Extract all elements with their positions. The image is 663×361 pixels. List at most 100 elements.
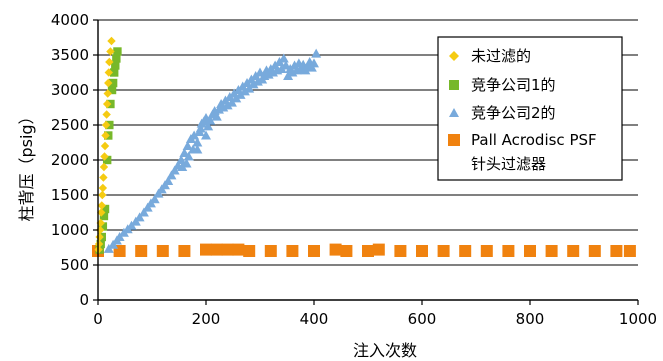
x-tick-label: 0 — [93, 310, 103, 328]
data-point — [195, 123, 206, 133]
data-point — [95, 232, 104, 242]
x-tick-label: 400 — [300, 310, 329, 328]
y-tick-label: 1500 — [51, 186, 89, 204]
y-tick-label: 500 — [60, 256, 89, 274]
series-1 — [94, 36, 116, 254]
data-point — [311, 48, 322, 58]
data-point — [239, 86, 250, 96]
legend-label: Pall Acrodisc PSF — [471, 131, 597, 149]
legend-marker — [448, 134, 460, 146]
data-point — [156, 245, 169, 257]
data-point — [545, 245, 558, 257]
data-point — [211, 111, 222, 121]
x-tick-label: 200 — [192, 310, 221, 328]
data-point — [138, 207, 149, 217]
data-point — [524, 245, 536, 257]
data-point — [111, 61, 120, 70]
data-point — [567, 245, 580, 257]
data-point — [105, 57, 114, 67]
data-point — [100, 141, 110, 151]
data-point — [99, 173, 108, 182]
data-point — [459, 245, 472, 257]
data-point — [110, 68, 119, 77]
y-axis-title: 柱背压（psig） — [17, 108, 36, 221]
legend-marker — [449, 80, 459, 90]
data-point — [95, 225, 105, 235]
data-point — [163, 176, 174, 185]
data-point — [222, 100, 233, 110]
data-point — [102, 110, 111, 119]
data-point — [248, 79, 259, 89]
y-tick-label: 3500 — [51, 46, 89, 64]
axes — [93, 19, 639, 305]
data-point — [102, 99, 112, 109]
data-point — [113, 47, 122, 56]
data-point — [177, 162, 188, 171]
x-axis-title: 注入次数 — [353, 341, 417, 360]
data-point — [98, 222, 108, 231]
data-point — [181, 158, 192, 168]
data-point — [286, 245, 299, 257]
data-point — [104, 78, 113, 88]
legend-label: 竞争公司1的 — [471, 76, 556, 94]
data-point — [169, 165, 180, 175]
data-point — [166, 170, 177, 180]
data-point — [189, 130, 200, 140]
data-point — [101, 120, 111, 130]
data-point — [99, 211, 109, 221]
data-point — [264, 245, 277, 257]
data-point — [232, 243, 245, 256]
data-point — [98, 183, 108, 193]
data-point — [278, 53, 289, 63]
data-point — [149, 194, 160, 204]
y-tick-label: 0 — [79, 291, 89, 309]
data-point — [179, 148, 190, 157]
data-point — [183, 151, 194, 161]
y-tick-label: 3000 — [51, 81, 89, 99]
y-tick-label: 1000 — [51, 221, 89, 239]
series-4 — [92, 243, 636, 257]
data-point — [101, 131, 110, 140]
legend-marker — [449, 51, 459, 61]
data-point — [103, 89, 112, 98]
data-point — [221, 243, 234, 256]
data-point — [588, 245, 601, 257]
data-point — [308, 245, 320, 257]
data-point — [210, 243, 223, 256]
legend-label: 未过滤的 — [471, 47, 531, 65]
y-tick-label: 2000 — [51, 151, 89, 169]
data-point — [502, 245, 515, 257]
data-point — [97, 201, 106, 210]
data-point — [135, 245, 148, 257]
data-point — [104, 68, 113, 77]
data-point — [201, 130, 211, 140]
data-point — [205, 115, 216, 125]
x-tick-label: 1000 — [619, 310, 657, 328]
data-point — [362, 245, 374, 257]
x-tick-label: 800 — [516, 310, 545, 328]
legend-label: 针头过滤器 — [471, 155, 546, 173]
data-point — [372, 243, 385, 256]
series-3 — [103, 48, 322, 253]
legend-marker — [449, 108, 459, 117]
data-point — [102, 155, 112, 165]
data-point — [96, 218, 105, 228]
data-point — [200, 243, 212, 256]
y-tick-label: 2500 — [51, 116, 89, 134]
data-point — [134, 212, 145, 222]
data-point — [98, 190, 107, 200]
series-layer — [92, 36, 636, 257]
data-point — [99, 162, 109, 172]
data-point — [94, 239, 104, 249]
data-point — [437, 245, 450, 257]
data-point — [188, 144, 199, 154]
data-point — [309, 58, 319, 68]
data-point — [176, 155, 187, 164]
data-point — [112, 54, 121, 63]
data-point — [108, 78, 118, 88]
data-point — [106, 47, 115, 56]
data-point — [178, 245, 191, 257]
